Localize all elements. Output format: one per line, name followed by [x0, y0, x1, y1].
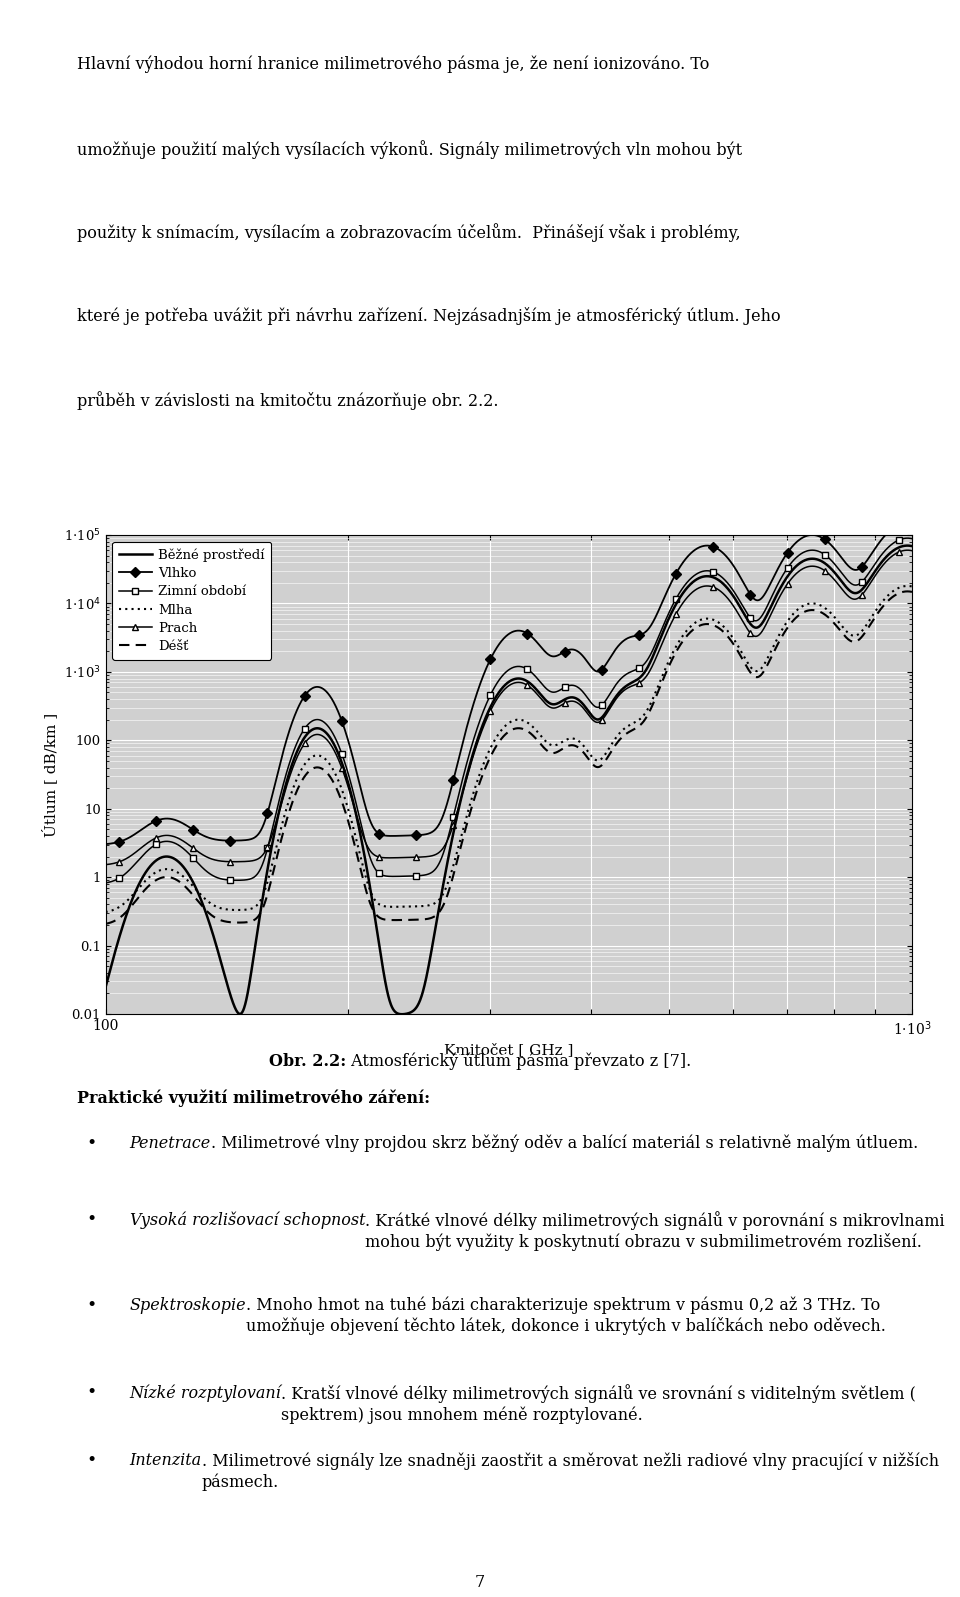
Text: Penetrace: Penetrace: [130, 1135, 211, 1151]
Text: •: •: [86, 1297, 96, 1313]
Y-axis label: Útlum [ dB/km ]: Útlum [ dB/km ]: [42, 712, 59, 837]
Text: použity k snímacím, vysílacím a zobrazovacím účelům.  Přinášejí však i problémy,: použity k snímacím, vysílacím a zobrazov…: [77, 224, 740, 243]
Text: . Mnoho hmot na tuhé bázi charakterizuje spektrum v pásmu 0,2 až 3 THz. To umožň: . Mnoho hmot na tuhé bázi charakterizuje…: [246, 1297, 886, 1335]
Text: které je potřeba uvážit při návrhu zařízení. Nejzásadnjším je atmosférický útlum: které je potřeba uvážit při návrhu zaříz…: [77, 307, 780, 326]
Text: Vysoká rozlišovací schopnost: Vysoká rozlišovací schopnost: [130, 1212, 365, 1230]
Text: . Milimetrové vlny projdou skrz běžný oděv a balící materiál s relativně malým ú: . Milimetrové vlny projdou skrz běžný od…: [211, 1135, 918, 1153]
Text: průběh v závislosti na kmitočtu znázorňuje obr. 2.2.: průběh v závislosti na kmitočtu znázorňu…: [77, 391, 498, 410]
Text: umožňuje použití malých vysílacích výkonů. Signály milimetrových vln mohou být: umožňuje použití malých vysílacích výkon…: [77, 141, 742, 158]
Legend: Běžné prostředí, Vlhko, Zimní období, Mlha, Prach, Déšť: Běžné prostředí, Vlhko, Zimní období, Ml…: [112, 541, 272, 660]
Text: •: •: [86, 1212, 96, 1228]
Text: •: •: [86, 1452, 96, 1469]
X-axis label: Kmitočet [ GHz ]: Kmitočet [ GHz ]: [444, 1043, 573, 1057]
Text: Obr. 2.2:: Obr. 2.2:: [442, 1052, 518, 1070]
Text: . Kratší vlnové délky milimetrových signálů ve srovnání s viditelným světlem ( s: . Kratší vlnové délky milimetrových sign…: [281, 1385, 916, 1423]
Text: •: •: [86, 1385, 96, 1402]
Text: 7: 7: [475, 1575, 485, 1591]
Text: . Milimetrové signály lze snadněji zaostřit a směrovat nežli radiové vlny pracuj: . Milimetrové signály lze snadněji zaost…: [202, 1452, 939, 1490]
Text: Obr. 2.2:: Obr. 2.2:: [269, 1052, 346, 1070]
Text: Intenzita: Intenzita: [130, 1452, 202, 1469]
Text: Praktické využití milimetrového záření:: Praktické využití milimetrového záření:: [77, 1089, 430, 1107]
Text: . Krátké vlnové délky milimetrových signálů v porovnání s mikrovlnami mohou být : . Krátké vlnové délky milimetrových sign…: [365, 1212, 945, 1250]
Text: Nízké rozptylovaní: Nízké rozptylovaní: [130, 1385, 281, 1402]
Text: Atmosférický útlum pásma převzato z [7].: Atmosférický útlum pásma převzato z [7].: [346, 1052, 691, 1070]
Text: •: •: [86, 1135, 96, 1151]
Text: Spektroskopie: Spektroskopie: [130, 1297, 246, 1313]
Text: Hlavní výhodou horní hranice milimetrového pásma je, že není ionizováno. To: Hlavní výhodou horní hranice milimetrové…: [77, 56, 709, 73]
